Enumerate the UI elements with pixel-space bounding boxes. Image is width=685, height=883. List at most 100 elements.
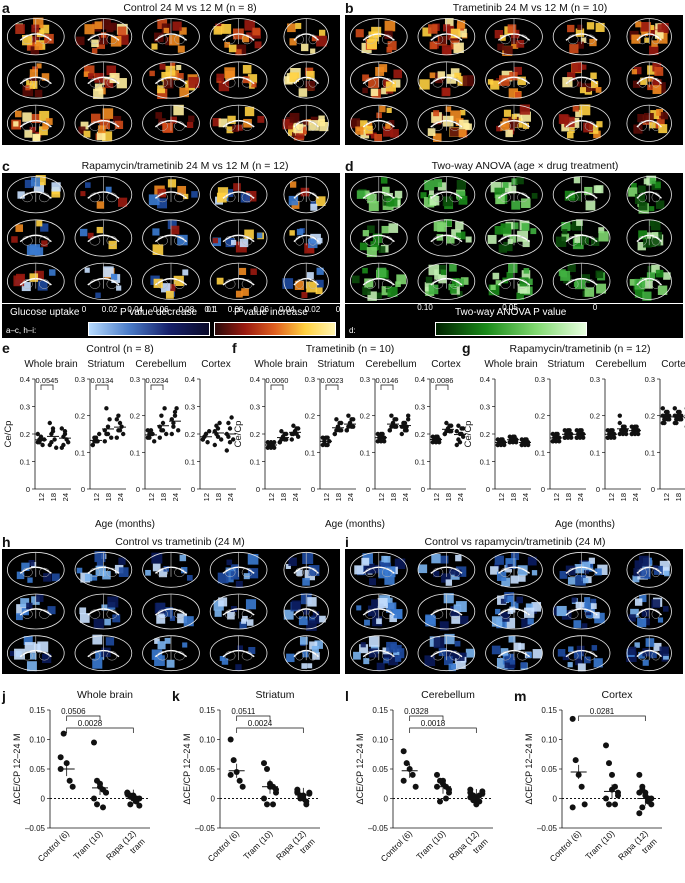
heat-cell — [309, 641, 318, 650]
region-outline — [432, 235, 444, 246]
heat-cell — [225, 238, 235, 248]
heat-cell — [35, 594, 44, 602]
x-tick-label: 12 — [552, 493, 561, 501]
subplot-title: Whole brain — [254, 359, 307, 370]
heat-cell — [213, 26, 223, 35]
heat-cell — [395, 655, 402, 662]
heat-cell — [380, 177, 388, 184]
heat-cell — [362, 230, 369, 237]
heat-cell — [573, 176, 581, 184]
heat-cell — [289, 38, 297, 46]
heat-cell — [495, 194, 505, 205]
heat-cell — [445, 650, 457, 662]
heat-cell — [629, 279, 637, 286]
region-outline — [157, 279, 168, 289]
y-tick-label: 0.15 — [541, 706, 557, 715]
heat-cell — [440, 555, 449, 564]
heat-cell — [527, 556, 537, 566]
region-outline — [432, 279, 444, 289]
brain-slice — [552, 104, 611, 142]
heat-cell — [456, 180, 467, 190]
heat-cell — [219, 655, 225, 662]
y-tick-label: 0.1 — [535, 448, 545, 457]
heat-cell — [507, 608, 514, 615]
data-point — [169, 431, 174, 437]
data-point — [577, 435, 583, 440]
heat-cell — [145, 569, 151, 576]
subplot-title: Whole brain — [77, 689, 133, 701]
data-point — [226, 420, 231, 426]
heat-cell — [306, 620, 317, 631]
data-point — [294, 431, 299, 437]
brain-slice — [350, 635, 408, 672]
heat-cell — [519, 283, 530, 294]
subplot-e-whole-brain: 0 0.1 0.2 0.3 0.4 0.0545 12 18 24 — [20, 375, 71, 501]
region-outline — [89, 121, 101, 131]
y-tick-label: 0.2 — [305, 412, 315, 421]
heat-cell — [257, 115, 265, 123]
data-point — [639, 804, 646, 811]
y-axis-label: ΔCE/CP 12–24 M — [182, 734, 192, 805]
heat-cell — [576, 81, 582, 87]
heat-cell — [95, 565, 106, 577]
region-outline — [500, 651, 511, 661]
heat-cell — [589, 38, 597, 47]
heat-cell — [431, 112, 442, 123]
heat-cell — [356, 190, 366, 199]
brain-slice — [626, 551, 672, 588]
heat-cell — [490, 181, 502, 193]
heat-cell — [394, 190, 403, 199]
heat-cell — [389, 614, 397, 623]
delta-scatter-plots: Whole brain 0.15 0.10 0.05 0 –0.05 0.0506 0.002… — [12, 689, 662, 864]
heat-cell — [655, 269, 664, 278]
region-outline — [449, 192, 461, 203]
heat-cell — [104, 79, 114, 89]
data-point — [622, 424, 627, 429]
x-tick-label: 12 — [92, 493, 101, 501]
x-tick-label: 18 — [334, 493, 343, 501]
heat-cell — [387, 41, 397, 51]
heat-cell — [39, 110, 50, 121]
brain-slice — [283, 551, 329, 588]
brain-outline — [7, 18, 65, 56]
heat-cell — [104, 618, 111, 626]
p-value-label: 0.0023 — [321, 376, 344, 385]
heat-cell — [40, 24, 50, 34]
heat-cell — [159, 63, 166, 70]
heat-cell — [453, 604, 462, 612]
heat-cell — [49, 269, 56, 276]
heat-cell — [663, 272, 671, 280]
region-outline — [584, 77, 596, 88]
heat-cell — [21, 562, 30, 571]
data-point — [557, 439, 562, 444]
brain-slice — [485, 551, 543, 588]
heat-cell — [643, 238, 652, 248]
subplot-title: Striatum — [317, 359, 354, 370]
brain-slice — [552, 176, 611, 214]
heat-cell — [584, 602, 594, 613]
data-point — [665, 417, 670, 422]
y-tick-label: 0 — [136, 485, 140, 494]
brain-slice — [417, 219, 476, 257]
heat-cell — [40, 223, 49, 232]
heat-cell — [446, 235, 455, 244]
heat-cell — [652, 232, 659, 239]
heat-cell — [35, 175, 46, 186]
data-point — [159, 413, 164, 418]
heat-cell — [216, 192, 227, 203]
data-point — [97, 431, 102, 437]
heat-cell — [494, 563, 500, 569]
heat-cell — [354, 565, 364, 575]
data-point — [40, 442, 45, 448]
data-point — [409, 771, 416, 778]
data-point — [401, 420, 406, 426]
y-tick-label: –0.05 — [195, 824, 216, 833]
data-point — [476, 792, 483, 799]
heat-cell — [499, 611, 510, 622]
heat-cell — [370, 132, 377, 139]
heat-cell — [434, 179, 443, 188]
heat-cell — [517, 565, 528, 576]
heat-cell — [34, 270, 44, 281]
heat-cell — [640, 77, 648, 85]
brain-slice — [142, 219, 200, 257]
